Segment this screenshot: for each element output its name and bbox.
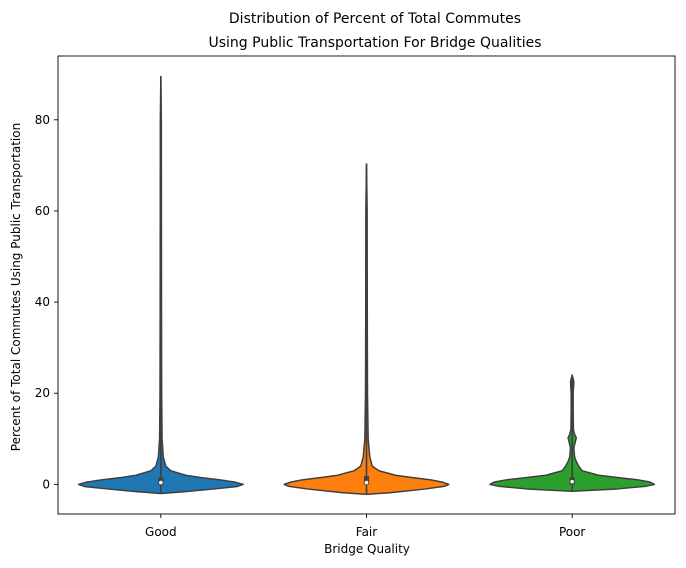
y-tick-label: 20 xyxy=(35,386,50,400)
violin-median-good xyxy=(159,480,163,485)
x-tick-label: Poor xyxy=(559,525,585,539)
y-axis-ticks: 0 20 40 60 80 xyxy=(35,113,58,491)
plot-frame xyxy=(57,55,676,515)
x-tick-label: Fair xyxy=(356,525,377,539)
y-tick-label: 0 xyxy=(42,477,50,491)
plot-area xyxy=(77,75,656,496)
violin-poor xyxy=(489,374,656,492)
y-tick-label: 60 xyxy=(35,204,50,218)
violin-iqr-box-fair xyxy=(363,476,370,485)
x-axis-label: Bridge Quality xyxy=(324,542,410,556)
y-axis-label: Percent of Total Commutes Using Public T… xyxy=(9,123,23,451)
chart-title-line-2: Using Public Transportation For Bridge Q… xyxy=(208,35,541,51)
violin-median-fair xyxy=(364,480,369,485)
chart-title-line-1: Distribution of Percent of Total Commute… xyxy=(229,11,521,27)
violin-median-poor xyxy=(570,479,574,484)
violin-fair xyxy=(283,163,450,496)
x-axis-ticks: Good Fair Poor xyxy=(145,514,585,539)
y-tick-label: 40 xyxy=(35,295,50,309)
violin-good xyxy=(77,75,244,495)
x-tick-label: Good xyxy=(145,525,177,539)
y-tick-label: 80 xyxy=(35,113,50,127)
